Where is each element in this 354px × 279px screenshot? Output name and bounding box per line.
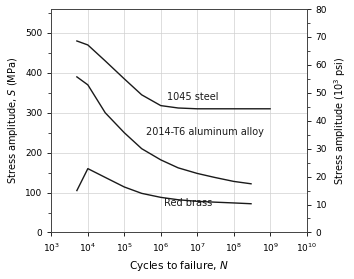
- Y-axis label: Stress amplitude (10$^3$ psi): Stress amplitude (10$^3$ psi): [333, 56, 348, 185]
- Text: 2014-T6 aluminum alloy: 2014-T6 aluminum alloy: [146, 127, 264, 137]
- Y-axis label: Stress amplitude, $S$ (MPa): Stress amplitude, $S$ (MPa): [6, 57, 19, 184]
- X-axis label: Cycles to failure, $N$: Cycles to failure, $N$: [129, 259, 229, 273]
- Text: 1045 steel: 1045 steel: [167, 92, 219, 102]
- Text: Red brass: Red brass: [164, 198, 212, 208]
